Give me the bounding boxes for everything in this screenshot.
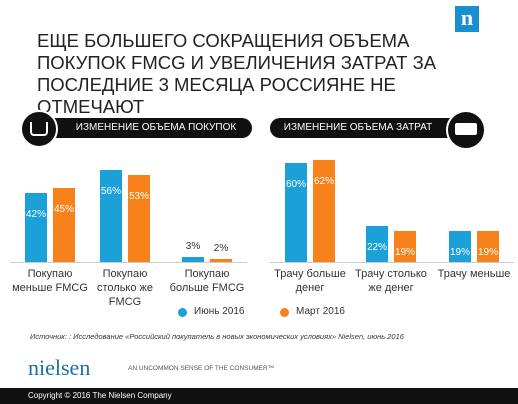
footer: Copyright © 2016 The Nielsen Company bbox=[0, 388, 518, 404]
legend-swatch bbox=[280, 308, 289, 317]
bar bbox=[477, 230, 499, 262]
bar bbox=[313, 159, 335, 262]
x-tick-label: Трачу меньше bbox=[437, 268, 511, 280]
x-tick-label: Трачу больше денег bbox=[274, 268, 346, 294]
value-label: 2% bbox=[213, 242, 229, 254]
basket-icon bbox=[20, 110, 58, 148]
basket-shape bbox=[30, 122, 48, 136]
baseline bbox=[270, 262, 514, 263]
x-tick-label: Покупаю меньше FMCG bbox=[12, 268, 88, 294]
value-label: 19% bbox=[449, 246, 470, 258]
value-label: 60% bbox=[285, 179, 306, 190]
x-tick-label: Покупаю столько же FMCG bbox=[96, 268, 154, 308]
chart-title: ИЗМЕНЕНИЕ ОБЪЕМА ПОКУПОК bbox=[40, 118, 252, 138]
value-label: 62% bbox=[313, 175, 334, 187]
bar bbox=[100, 169, 122, 262]
bar bbox=[366, 225, 388, 262]
logo: nielsen bbox=[28, 355, 91, 380]
bar bbox=[394, 230, 416, 262]
value-label: 45% bbox=[53, 203, 74, 215]
legend-swatch bbox=[178, 308, 187, 317]
value-label: 19% bbox=[394, 246, 415, 258]
value-label: 22% bbox=[366, 241, 387, 253]
money-shape bbox=[455, 123, 477, 135]
tagline: AN UNCOMMON SENSE OF THE CONSUMER™ bbox=[128, 365, 275, 372]
value-label: 19% bbox=[477, 246, 498, 258]
legend-label: Март 2016 bbox=[296, 306, 345, 317]
x-tick-label: Трачу столько же денег bbox=[355, 268, 427, 294]
brand-mark: n bbox=[455, 6, 479, 32]
title: ЕЩЕ БОЛЬШЕГО СОКРАЩЕНИЯ ОБЪЕМА ПОКУПОК F… bbox=[37, 30, 437, 117]
bar bbox=[182, 257, 204, 262]
legend-label: Июнь 2016 bbox=[194, 306, 245, 317]
source: Источник: : Исследование «Российский пок… bbox=[30, 332, 404, 341]
bar bbox=[128, 174, 150, 262]
bar bbox=[210, 258, 232, 262]
bar bbox=[449, 230, 471, 262]
bar bbox=[25, 192, 47, 262]
value-label: 56% bbox=[100, 185, 121, 197]
bar bbox=[53, 187, 75, 262]
bar bbox=[285, 163, 307, 262]
value-label: 3% bbox=[185, 241, 201, 253]
baseline bbox=[10, 262, 247, 263]
chart-title: ИЗМЕНЕНИЕ ОБЪЕМА ЗАТРАТ bbox=[270, 118, 470, 138]
x-tick-label: Покупаю больше FMCG bbox=[169, 268, 245, 294]
value-label: 42% bbox=[25, 208, 46, 220]
value-label: 53% bbox=[128, 190, 149, 202]
